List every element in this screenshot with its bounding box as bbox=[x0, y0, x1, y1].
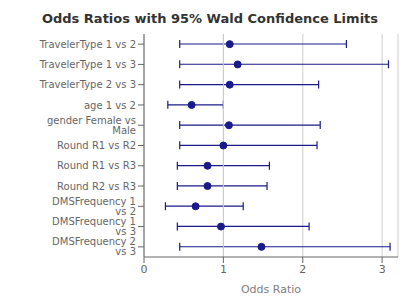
svg-text:TravelerType 1 vs 3: TravelerType 1 vs 3 bbox=[39, 59, 136, 70]
svg-text:TravelerType 2 vs 3: TravelerType 2 vs 3 bbox=[39, 79, 136, 90]
svg-text:2: 2 bbox=[299, 263, 306, 276]
svg-text:1: 1 bbox=[220, 263, 227, 276]
svg-text:0: 0 bbox=[141, 263, 148, 276]
svg-text:Odds Ratio: Odds Ratio bbox=[241, 283, 301, 296]
svg-text:DMSFrequency 1vs 3: DMSFrequency 1vs 3 bbox=[52, 216, 136, 237]
svg-text:DMSFrequency 2vs 3: DMSFrequency 2vs 3 bbox=[52, 236, 136, 257]
svg-text:TravelerType 1 vs 2: TravelerType 1 vs 2 bbox=[39, 39, 136, 50]
svg-text:gender Female vsMale: gender Female vsMale bbox=[47, 115, 136, 136]
html-text:Odds Ratios with 95% Wald Conf: Odds Ratios with 95% Wald Confidence Lim… bbox=[41, 11, 378, 26]
svg-text:Round R2 vs R3: Round R2 vs R3 bbox=[57, 181, 136, 192]
svg-text:3: 3 bbox=[379, 263, 386, 276]
svg-text:age 1 vs 2: age 1 vs 2 bbox=[84, 100, 136, 111]
svg-text:DMSFrequency 1vs 2: DMSFrequency 1vs 2 bbox=[52, 196, 136, 217]
svg-text:Round R1 vs R3: Round R1 vs R3 bbox=[57, 160, 136, 171]
svg-text:Round R1 vs R2: Round R1 vs R2 bbox=[57, 140, 136, 151]
